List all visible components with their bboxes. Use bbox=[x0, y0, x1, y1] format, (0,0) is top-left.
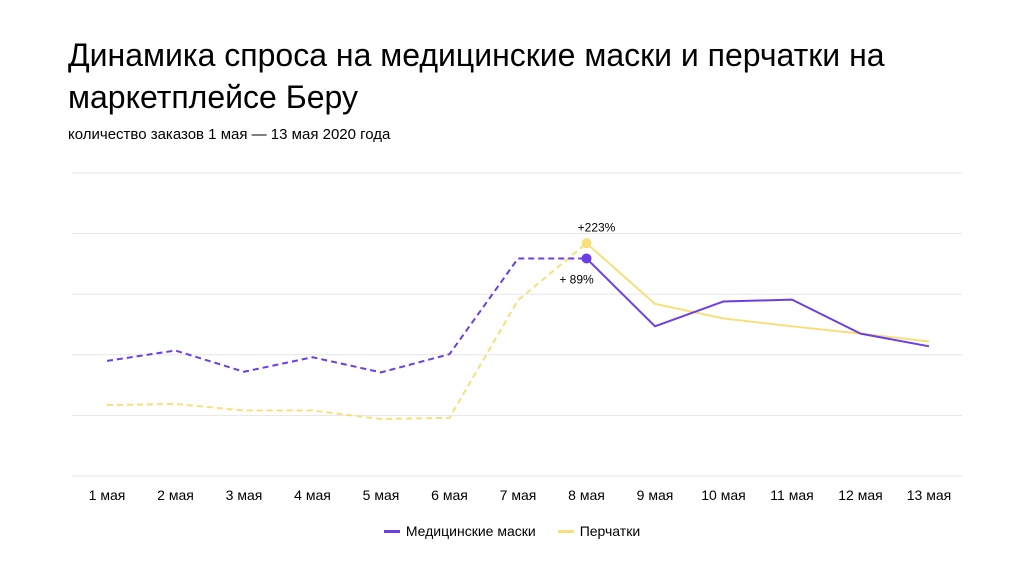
x-tick-label: 11 мая bbox=[770, 487, 813, 503]
x-tick-label: 1 мая bbox=[89, 487, 126, 503]
legend-item-gloves: Перчатки bbox=[557, 522, 641, 540]
x-tick-label: 2 мая bbox=[157, 487, 194, 503]
annotation-masks: + 89% bbox=[559, 272, 594, 286]
series-line-dashed-masks bbox=[106, 257, 587, 374]
x-tick-label: 4 мая bbox=[294, 487, 331, 503]
x-axis-tick-labels: 1 мая 2 мая 3 мая 4 мая 5 мая 6 мая 7 мая 8 мая… bbox=[89, 487, 952, 503]
legend-label-gloves: Перчатки bbox=[579, 523, 641, 539]
series-line-solid-masks bbox=[585, 257, 930, 348]
series-lines bbox=[106, 242, 930, 421]
legend-item-masks: Медицинские маски bbox=[383, 522, 536, 540]
legend-label-masks: Медицинские маски bbox=[405, 523, 536, 539]
series-line-dashed-gloves bbox=[106, 242, 588, 421]
annotation-gloves: +223% bbox=[578, 220, 616, 234]
x-tick-label: 12 мая bbox=[838, 487, 882, 503]
x-tick-label: 7 мая bbox=[500, 487, 537, 503]
legend: Медицинские маски Перчатки bbox=[0, 522, 1024, 540]
grid-lines bbox=[72, 172, 962, 477]
highlight-point-masks bbox=[581, 253, 592, 264]
highlight-points bbox=[581, 238, 592, 264]
legend-swatch-masks bbox=[383, 529, 400, 533]
chart-title: Динамика спроса на медицинские маски и п… bbox=[68, 37, 885, 115]
x-tick-label: 3 мая bbox=[226, 487, 263, 503]
series-line-solid-gloves bbox=[585, 242, 930, 343]
x-tick-label: 10 мая bbox=[701, 487, 745, 503]
highlight-point-gloves bbox=[581, 238, 592, 249]
x-tick-label: 13 мая bbox=[907, 487, 951, 503]
x-tick-label: 8 мая bbox=[568, 487, 605, 503]
chart-subtitle: количество заказов 1 мая — 13 мая 2020 г… bbox=[68, 126, 391, 143]
x-tick-label: 5 мая bbox=[363, 487, 400, 503]
x-tick-label: 6 мая bbox=[431, 487, 468, 503]
annotations: +223% + 89% bbox=[559, 220, 615, 286]
legend-swatch-gloves bbox=[557, 529, 574, 533]
x-tick-label: 9 мая bbox=[637, 487, 674, 503]
